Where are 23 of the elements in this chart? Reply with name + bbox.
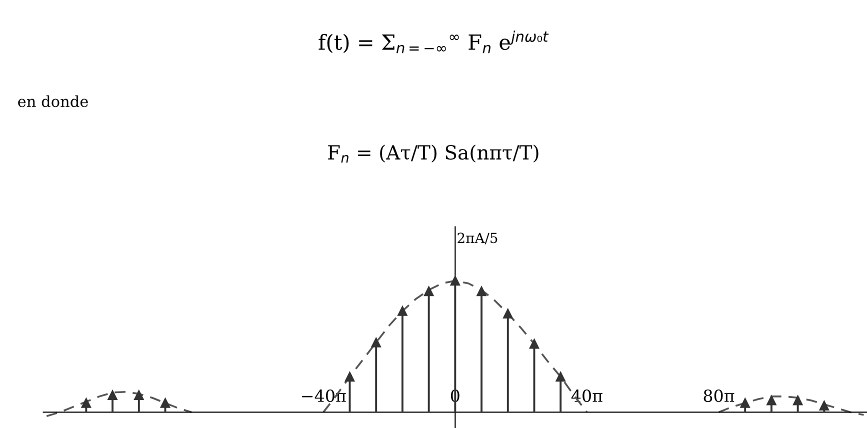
- point: [134, 390, 144, 400]
- point: [371, 338, 381, 348]
- chart-title: f(t) = Σ$_{n=−∞}$$^{∞}$ F$_{n}$ e$^{jnω₀t}$: [318, 30, 549, 54]
- point: [81, 398, 92, 408]
- point: [424, 286, 434, 296]
- point: [344, 372, 355, 382]
- point: [108, 390, 118, 400]
- text: F$_{n}$ = (Aτ/T) Sa(nπτ/T): [328, 144, 538, 163]
- point: [160, 398, 170, 408]
- point: [819, 400, 830, 411]
- x-tick-label: 80π: [704, 389, 734, 402]
- point: [450, 276, 460, 286]
- point: [529, 338, 540, 349]
- point: [398, 306, 408, 316]
- text: en donde: [18, 95, 88, 108]
- point: [503, 308, 513, 318]
- x-tick-label: −40π: [302, 389, 346, 402]
- point: [792, 396, 803, 406]
- point: [476, 286, 486, 296]
- y-axis-title: 2πA/5: [458, 232, 498, 244]
- point: [740, 398, 750, 408]
- point: [766, 396, 776, 406]
- point: [556, 372, 566, 382]
